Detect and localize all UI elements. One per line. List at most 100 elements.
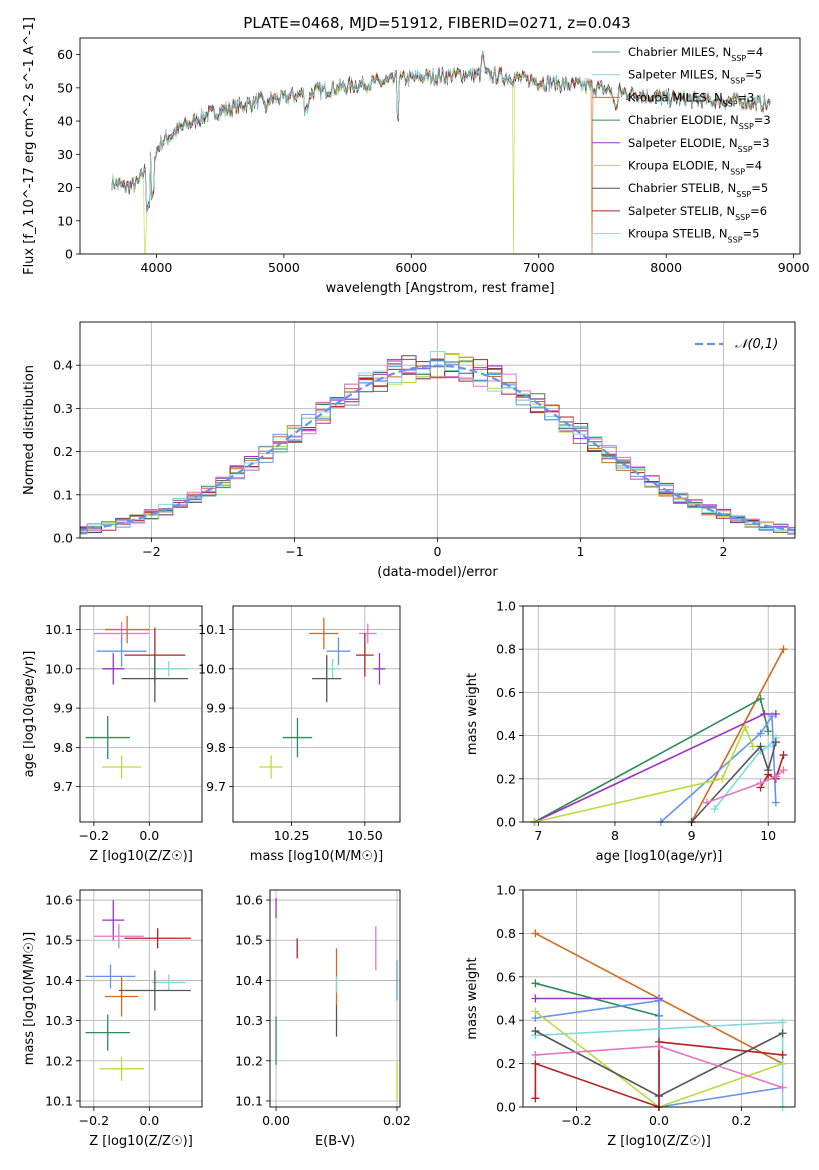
y-tick-label: 10.4	[45, 973, 73, 988]
weight-series-line	[534, 697, 769, 823]
weight-point-marker	[771, 772, 780, 781]
y-tick-label: 10.5	[45, 933, 73, 948]
weight-series-line	[713, 737, 777, 810]
y-tick-label: 0.0	[496, 815, 516, 830]
y-tick-label: 10.3	[45, 1013, 73, 1028]
y-tick-label: 1.0	[496, 883, 516, 898]
y-tick-label: 10.1	[45, 1093, 73, 1108]
error-bar-point	[309, 617, 339, 650]
error-bar-point	[85, 715, 130, 760]
legend-label: 𝒩(0,1)	[735, 337, 778, 352]
y-tick-label: 20	[57, 180, 73, 195]
x-tick-label: 9	[688, 828, 696, 843]
axes-frame	[79, 889, 203, 1108]
y-tick-label: 10.6	[235, 893, 263, 908]
y-tick-label: 0.8	[496, 642, 516, 657]
x-tick-label: 10.50	[347, 828, 383, 843]
x-tick-label: 0	[434, 544, 442, 559]
chart-mass-vs-Z: −0.2 0.0 10.1 10.2 10.3 10.4 10.5 10.6 Z [log10(…	[22, 889, 203, 1149]
error-bar-point	[282, 717, 313, 758]
weight-point-marker	[756, 694, 765, 703]
legend-label: Salpeter ELODIE, NSSP=3	[628, 136, 770, 154]
axes-frame	[79, 321, 796, 539]
legend-label: Kroupa STELIB, NSSP=5	[628, 227, 759, 245]
y-tick-label: 0.8	[496, 926, 516, 941]
x-tick-label: 7	[534, 828, 542, 843]
weight-point-marker	[718, 774, 727, 783]
weight-series	[531, 994, 663, 1003]
weight-point-marker	[531, 1059, 540, 1068]
plot-area	[530, 645, 788, 826]
x-axis-label: Z [log10(Z/Z☉)]	[89, 849, 193, 864]
y-tick-label: 10.4	[235, 973, 263, 988]
plot-area	[79, 351, 796, 535]
weight-point-marker	[531, 979, 540, 988]
y-tick-label: 9.8	[53, 740, 73, 755]
spectrum-series-line	[111, 52, 771, 214]
plot-area	[275, 898, 398, 1101]
chart-weight-vs-age: 7 8 9 10 0.0 0.2 0.4 0.6 0.8 1.0 age [log10(age/yr…	[465, 599, 796, 864]
y-tick-label: 0.4	[53, 358, 73, 373]
x-tick-label: 10.25	[274, 828, 310, 843]
x-axis-label: E(B-V)	[315, 1134, 355, 1149]
error-bar-point	[85, 964, 136, 989]
x-tick-label: 10	[760, 828, 776, 843]
x-axis-label: Z [log10(Z/Z☉)]	[607, 1134, 711, 1149]
weight-point-marker	[710, 805, 719, 814]
error-bar-point	[102, 653, 125, 685]
x-axis-label: mass [log10(M/M☉)]	[250, 849, 383, 864]
error-bar-point	[124, 928, 191, 949]
weight-series-line	[690, 648, 785, 823]
y-tick-label: 0	[65, 247, 73, 262]
y-tick-label: 40	[57, 114, 73, 129]
weight-series	[531, 979, 663, 1020]
y-axis-label: mass weight	[465, 957, 480, 1039]
error-bar-point	[149, 660, 189, 677]
x-tick-label: 0.0	[139, 1113, 159, 1128]
x-tick-label: 0.00	[262, 1113, 290, 1128]
y-tick-label: 9.9	[206, 701, 226, 716]
weight-point-marker	[702, 798, 711, 807]
error-bar-point	[93, 924, 144, 949]
histogram-step	[80, 360, 795, 534]
error-bar-point	[326, 659, 339, 679]
weight-point-marker	[756, 729, 765, 738]
chart-weight-vs-Z: −0.2 0.0 0.2 0.0 0.2 0.4 0.6 0.8 1.0 Z [log10(Z/Z…	[465, 883, 796, 1149]
y-tick-label: 10.1	[235, 1093, 263, 1108]
weight-point-marker	[531, 994, 540, 1003]
x-tick-label: −0.2	[79, 1113, 109, 1128]
y-tick-label: 0.2	[496, 771, 516, 786]
weight-point-marker	[778, 1083, 787, 1092]
axes-frame	[522, 605, 796, 823]
weight-point-marker	[779, 645, 788, 654]
error-bar-point	[104, 615, 150, 644]
error-bar-point	[373, 653, 386, 685]
weight-point-marker	[771, 738, 780, 747]
weight-series	[702, 766, 788, 807]
x-tick-label: 0.02	[383, 1113, 411, 1128]
weight-point-marker	[771, 798, 780, 807]
error-bar-point	[102, 900, 125, 941]
y-tick-label: 10.2	[235, 1053, 263, 1068]
axes-frame	[269, 889, 401, 1108]
legend-label: Salpeter MILES, NSSP=5	[628, 68, 762, 86]
error-bar-point	[99, 1056, 144, 1081]
weight-point-marker	[531, 1027, 540, 1036]
axes-frame	[79, 37, 801, 255]
weight-series	[710, 733, 780, 814]
y-tick-label: 10.2	[45, 1053, 73, 1068]
legend-label: Kroupa ELODIE, NSSP=4	[628, 159, 762, 177]
weight-point-marker	[655, 1042, 663, 1051]
x-axis-label: (data-model)/error	[377, 565, 498, 580]
x-tick-label: −2	[142, 544, 160, 559]
y-tick-label: 0.0	[496, 1100, 516, 1115]
weight-point-marker	[764, 742, 773, 751]
y-axis-label: mass weight	[465, 673, 480, 755]
y-tick-label: 10.0	[45, 661, 73, 676]
error-bar-point	[85, 1014, 130, 1051]
x-tick-label: 9000	[778, 260, 810, 275]
x-tick-label: 8	[611, 828, 619, 843]
weight-series-line	[660, 713, 777, 823]
x-tick-label: 8000	[650, 260, 682, 275]
x-tick-label: −0.2	[79, 828, 109, 843]
